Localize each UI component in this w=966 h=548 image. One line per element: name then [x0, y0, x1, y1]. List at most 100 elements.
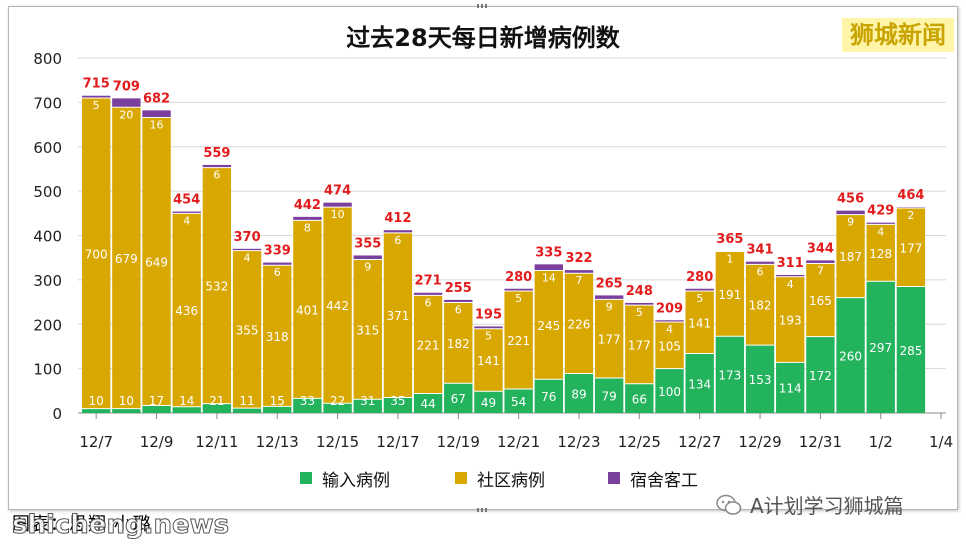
bar-segment: [776, 276, 805, 363]
x-tick-label: 12/7: [79, 433, 113, 451]
data-label-dorm: 5: [485, 330, 492, 343]
data-label-dorm: 2: [907, 209, 914, 222]
bar-segment: [444, 299, 473, 303]
bar-stack: 11 355 4 370: [232, 230, 262, 413]
bar-segment: [594, 295, 624, 300]
bar-stack: 79 177 9 265: [594, 276, 624, 413]
data-label-dorm: 4: [244, 252, 251, 265]
bar-segment: [866, 224, 895, 282]
data-label-community: 436: [175, 304, 198, 318]
resize-handle-bottom[interactable]: [477, 508, 487, 512]
bar-segment: [263, 406, 292, 413]
data-label-imported: 134: [688, 377, 711, 391]
data-label-dorm: 6: [455, 304, 462, 317]
bar-segment: [353, 259, 382, 400]
x-tick-label: 1/2: [869, 433, 893, 451]
resize-handle-top[interactable]: [477, 4, 487, 8]
bar-segment: [625, 302, 654, 306]
bar-segment: [293, 398, 322, 413]
data-label-imported: 260: [839, 349, 862, 363]
bar-segment: [806, 263, 835, 337]
data-label-community: 177: [598, 333, 621, 347]
bar-stack: 22 442 10 474: [323, 184, 352, 413]
data-label-imported: 54: [511, 395, 526, 409]
data-label-dorm: 5: [93, 99, 100, 112]
data-label-dorm: 6: [274, 266, 281, 279]
bar-segment: [474, 391, 503, 413]
data-label-dorm: 16: [150, 118, 164, 131]
data-label-dorm: 4: [183, 214, 190, 227]
chart-caption: 图表：思翔·小璐: [12, 514, 152, 535]
bar-segment: [685, 353, 714, 413]
data-label-total: 442: [294, 198, 321, 213]
wechat-account-name: A计划学习狮城篇: [750, 494, 904, 518]
x-tick-label: 12/9: [140, 433, 174, 451]
bar-segment: [504, 389, 533, 413]
bar-segment: [836, 210, 865, 215]
bar-stack: 89 226 7 322: [564, 251, 594, 413]
data-label-community: 315: [356, 323, 379, 337]
bar-segment: [534, 264, 563, 271]
bar-segment: [82, 97, 111, 409]
bar-segment: [715, 336, 745, 413]
bar-segment: [142, 117, 171, 406]
data-label-dorm: 6: [757, 265, 764, 278]
y-tick-label: 200: [33, 316, 62, 334]
data-label-dorm: 5: [696, 292, 703, 305]
bar-stack: 35 371 6 412: [383, 211, 413, 413]
legend-swatch-dorm: [608, 472, 620, 484]
data-label-dorm: 5: [636, 306, 643, 319]
bar-segment: [293, 216, 322, 221]
data-label-total: 280: [686, 270, 713, 285]
bar-stack: 15 318 6 339: [263, 244, 292, 413]
legend-label-imported: 输入病例: [322, 470, 390, 491]
data-label-imported: 172: [809, 369, 832, 383]
bar-stack: 17 649 16 682: [142, 91, 171, 413]
bar-segment: [564, 270, 594, 274]
data-label-dorm: 9: [847, 216, 854, 229]
x-tick-label: 12/19: [437, 433, 480, 451]
bar-segment: [323, 403, 352, 413]
bar-stack: 10 679 20 709: [112, 79, 141, 413]
bar-segment: [172, 406, 201, 413]
data-label-dorm: 9: [606, 300, 613, 313]
y-axis-ticks: 0 100 200 300 400 500 600 700 800: [33, 50, 62, 423]
bar-segment: [685, 290, 714, 354]
data-label-community: 182: [749, 299, 772, 313]
x-tick-label: 12/13: [256, 433, 299, 451]
legend-label-dorm: 宿舍客工: [630, 470, 698, 491]
data-label-total: 311: [777, 256, 804, 271]
data-label-imported: 67: [451, 392, 466, 406]
data-label-community: 679: [115, 252, 138, 266]
data-label-total: 454: [173, 193, 200, 208]
bar-stack: 134 141 5 280: [685, 270, 714, 413]
bar-segment: [202, 167, 232, 404]
y-tick-label: 500: [33, 183, 62, 201]
bar-segment: [685, 288, 714, 291]
data-label-dorm: 7: [575, 274, 582, 287]
bar-stack: 285 177 2 464: [896, 188, 926, 413]
y-tick-label: 600: [33, 139, 62, 157]
data-label-community: 221: [417, 338, 440, 352]
bar-segment: [383, 230, 413, 233]
bar-segment: [323, 207, 352, 404]
x-tick-label: 12/15: [316, 433, 359, 451]
data-label-imported: 66: [632, 392, 647, 406]
data-label-dorm: 7: [817, 264, 824, 277]
data-label-imported: 17: [149, 394, 164, 408]
bar-segment: [564, 373, 594, 413]
data-label-total: 464: [897, 188, 924, 203]
legend-label-community: 社区病例: [477, 470, 545, 491]
data-label-dorm: 4: [877, 225, 884, 238]
x-tick-label: 1/4: [929, 433, 953, 451]
data-label-total: 355: [354, 236, 381, 251]
bar-segment: [655, 322, 684, 369]
y-tick-label: 400: [33, 228, 62, 246]
data-label-total: 339: [264, 244, 291, 259]
data-label-imported: 10: [89, 394, 104, 408]
data-label-imported: 153: [749, 373, 772, 387]
data-label-imported: 173: [718, 369, 741, 383]
legend-item-imported: 输入病例: [300, 466, 390, 491]
data-label-dorm: 9: [364, 260, 371, 273]
data-label-imported: 10: [119, 394, 134, 408]
